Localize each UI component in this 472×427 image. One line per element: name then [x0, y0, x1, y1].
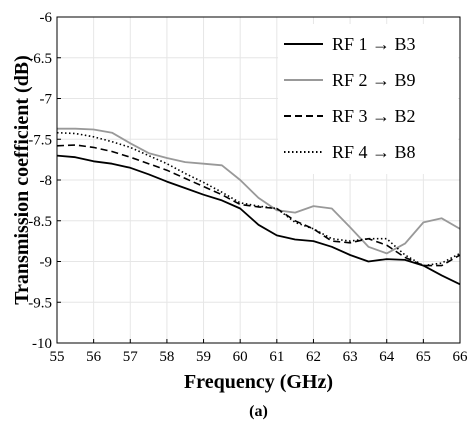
series-line-2 [57, 127, 461, 255]
x-axis-label: Frequency (GHz) [184, 371, 333, 393]
x-tick-label: 56 [86, 349, 102, 365]
y-tick-label: -9.5 [28, 295, 52, 311]
legend-label-2: RF 2 → B9 [332, 70, 416, 90]
x-axis-ticks: 55 56 57 58 59 60 61 62 63 64 65 66 [50, 339, 469, 365]
y-axis-label: Transmission coefficient (dB) [11, 55, 33, 305]
legend-label-3: RF 3 → B2 [332, 106, 416, 126]
y-tick-label: -7 [40, 92, 53, 108]
y-tick-label: -8 [40, 173, 53, 189]
y-tick-label: -6.5 [28, 51, 52, 67]
figure-caption: (a) [249, 403, 268, 420]
legend-box [278, 24, 458, 174]
series-line-4 [56, 131, 461, 267]
y-tick-label: -7.5 [28, 132, 52, 148]
plot-series [56, 127, 461, 286]
x-tick-label: 63 [343, 349, 358, 365]
legend-label-4: RF 4 → B8 [332, 142, 416, 162]
x-tick-label: 55 [50, 349, 65, 365]
y-tick-label: -8.5 [28, 214, 52, 230]
y-tick-label: -9 [40, 255, 53, 271]
legend: RF 1 → B3 RF 2 → B9 RF 3 → B2 RF 4 → B8 [278, 24, 458, 174]
x-tick-label: 64 [379, 349, 395, 365]
x-tick-label: 59 [196, 349, 211, 365]
x-tick-label: 61 [269, 349, 284, 365]
y-tick-label: -10 [32, 336, 52, 352]
legend-label-1: RF 1 → B3 [332, 34, 416, 54]
x-tick-label: 57 [123, 349, 139, 365]
x-tick-label: 66 [453, 349, 469, 365]
series-line-1 [56, 154, 461, 286]
y-axis-ticks: -10 -9.5 -9 -8.5 -8 -7.5 -7 -6.5 -6 [28, 10, 61, 352]
x-tick-label: 58 [159, 349, 174, 365]
x-tick-label: 65 [416, 349, 431, 365]
y-tick-label: -6 [40, 10, 53, 26]
x-tick-label: 60 [233, 349, 248, 365]
x-tick-label: 62 [306, 349, 321, 365]
